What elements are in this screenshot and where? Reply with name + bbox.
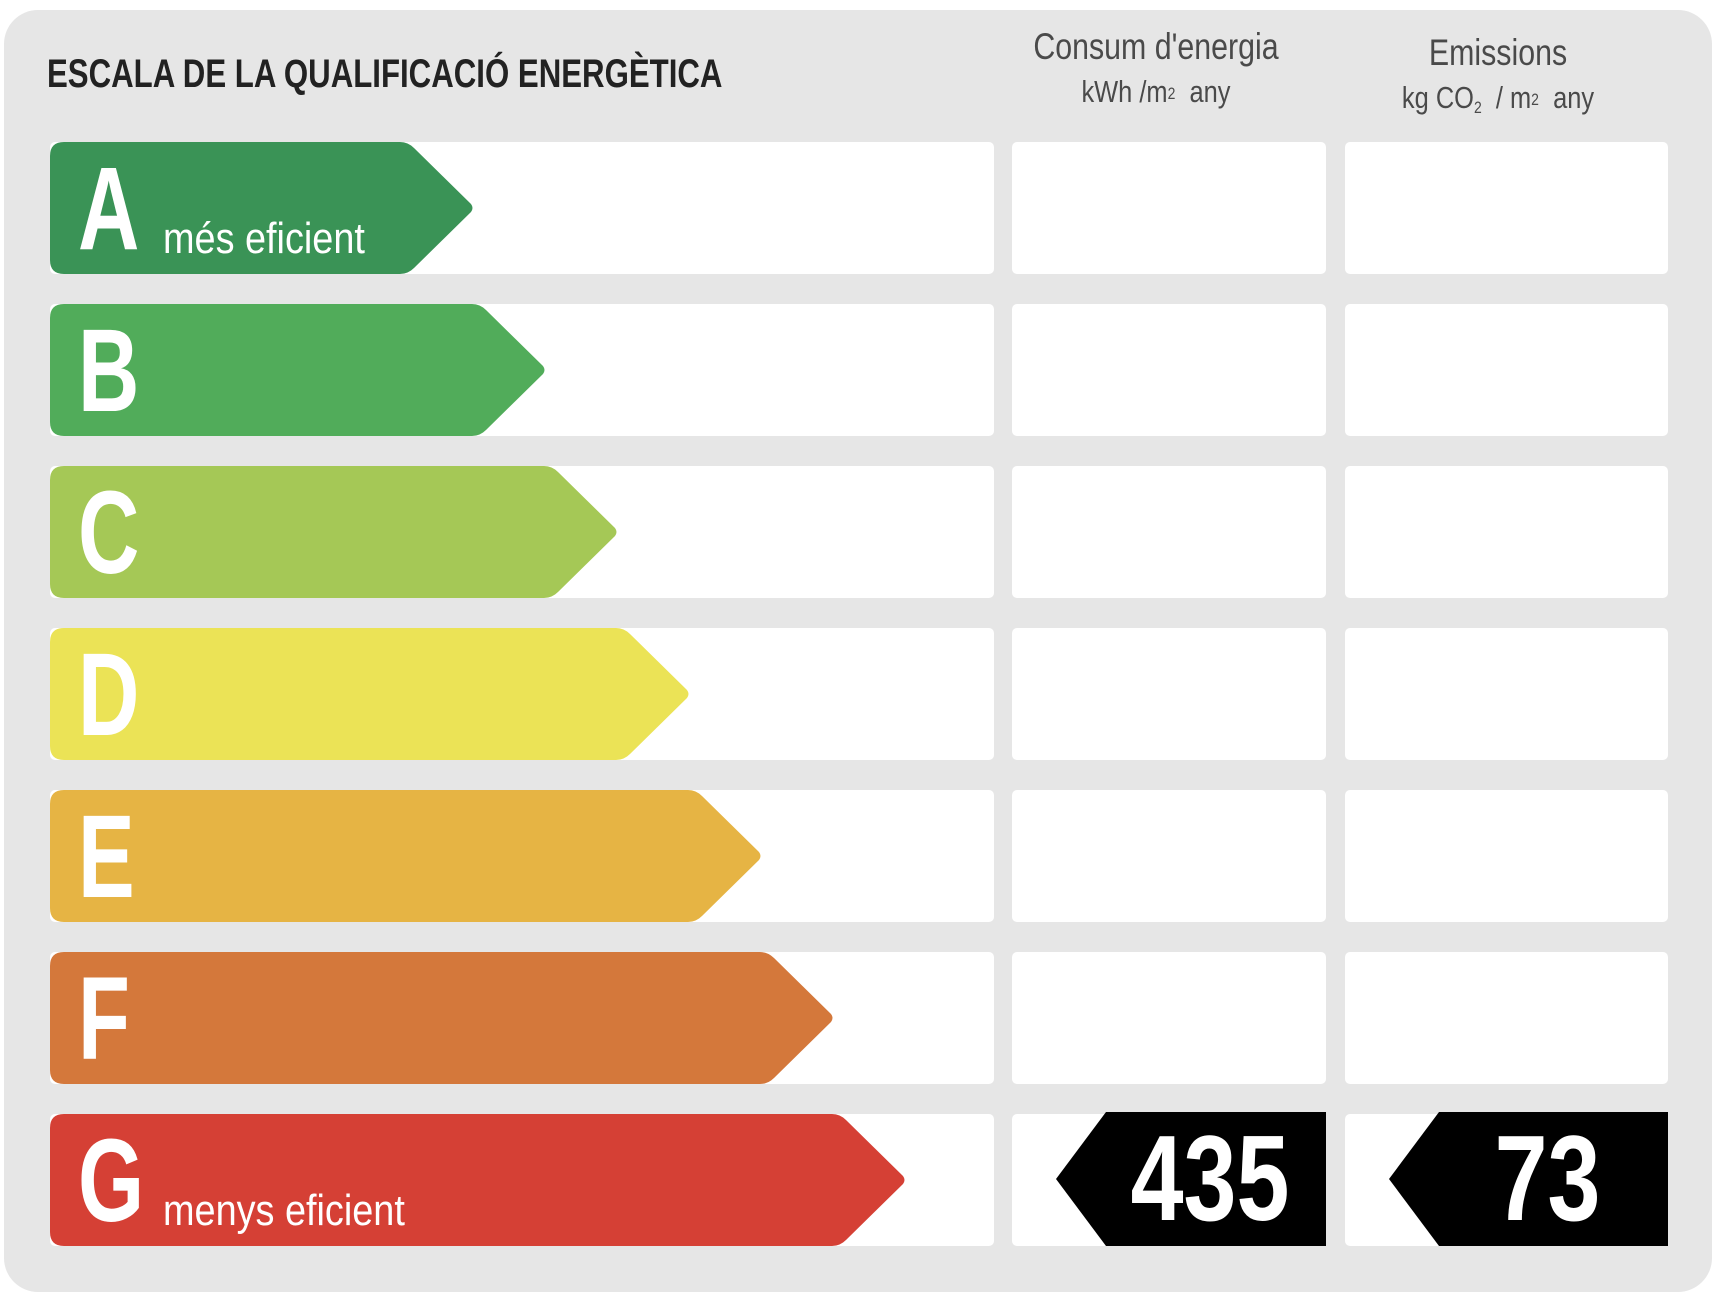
- emissions-rating-badge-value: 73: [1494, 1110, 1601, 1246]
- energy-column-title: Consum d'energia: [1033, 26, 1279, 67]
- arrow-shape-f: [50, 952, 833, 1084]
- class-arrow-e: E: [50, 790, 762, 922]
- energy-column-unit: kWh /m2 any: [1081, 74, 1231, 109]
- class-arrow-b: B: [50, 304, 546, 436]
- arrow-shape-d: [50, 628, 689, 760]
- class-letter-a: A: [78, 143, 140, 275]
- emissions-column-header: Emissions kg CO2 / m2 any: [1338, 32, 1658, 118]
- energy-cell-c: [1012, 466, 1326, 598]
- class-sublabel-g: menys eficient: [163, 1186, 405, 1235]
- emissions-cell-c: [1345, 466, 1668, 598]
- emissions-cell-f: [1345, 952, 1668, 1084]
- class-letter-d: D: [78, 629, 140, 761]
- energy-column-header: Consum d'energia kWh /m2 any: [1006, 26, 1306, 110]
- energy-rating-badge-shape: [1056, 1112, 1326, 1246]
- emissions-cell-d: [1345, 628, 1668, 760]
- energy-cell-f: [1012, 952, 1326, 1084]
- arrow-shape-g: [50, 1114, 905, 1246]
- emissions-column-unit: kg CO2 / m2 any: [1401, 80, 1595, 118]
- class-sublabel-a: més eficient: [163, 214, 365, 263]
- energy-cell-e: [1012, 790, 1326, 922]
- class-letter-c: C: [78, 467, 140, 599]
- emissions-rating-badge: 73: [1345, 1112, 1668, 1246]
- emissions-cell-b: [1345, 304, 1668, 436]
- emissions-cell-a: [1345, 142, 1668, 274]
- label-title: ESCALA DE LA QUALIFICACIÓ ENERGÈTICA: [47, 52, 723, 96]
- emissions-rating-badge-shape: [1389, 1112, 1668, 1246]
- energy-cell-d: [1012, 628, 1326, 760]
- class-letter-f: F: [78, 953, 130, 1085]
- energy-cell-b: [1012, 304, 1326, 436]
- arrow-shape-b: [50, 304, 545, 436]
- emissions-cell-e: [1345, 790, 1668, 922]
- arrow-shape-c: [50, 466, 617, 598]
- energy-rating-badge: 435: [1012, 1112, 1326, 1246]
- class-arrow-f: F: [50, 952, 834, 1084]
- arrow-shape-e: [50, 790, 761, 922]
- class-arrow-d: D: [50, 628, 690, 760]
- energy-cell-a: [1012, 142, 1326, 274]
- class-letter-e: E: [78, 791, 135, 923]
- class-letter-g: G: [78, 1115, 145, 1247]
- energy-rating-badge-value: 435: [1130, 1110, 1290, 1246]
- arrow-shape-a: [50, 142, 473, 274]
- class-arrow-c: C: [50, 466, 618, 598]
- class-letter-b: B: [78, 305, 140, 437]
- emissions-column-title: Emissions: [1428, 32, 1568, 73]
